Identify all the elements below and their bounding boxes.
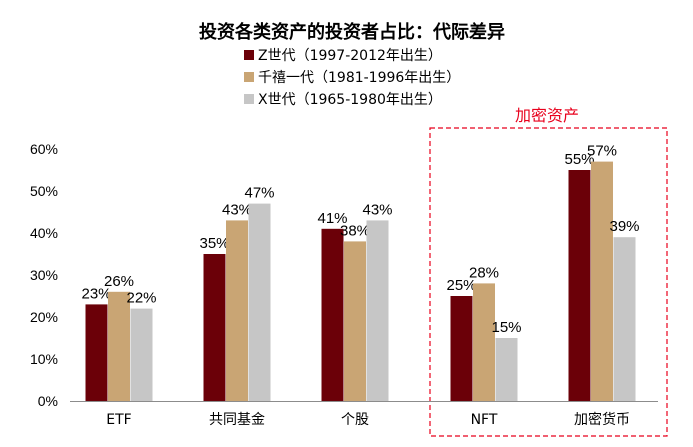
- bar-0-2: [321, 228, 344, 401]
- legend-swatch-2: [244, 94, 254, 104]
- y-tick-label: 10%: [30, 351, 58, 367]
- bar-0-0: [85, 304, 108, 401]
- data-label-2-1: 47%: [244, 185, 274, 202]
- data-label-0-1: 35%: [199, 235, 229, 252]
- data-label-1-1: 43%: [222, 201, 252, 218]
- chart-title: 投资各类资产的投资者占比：代际差异: [199, 21, 505, 43]
- x-tick-label: ETF: [106, 412, 131, 428]
- highlight-box: 加密资产: [429, 106, 668, 437]
- data-label-1-3: 28%: [469, 264, 499, 281]
- highlight-label: 加密资产: [515, 106, 579, 125]
- bar-0-1: [203, 254, 226, 401]
- y-tick-label: 20%: [30, 309, 58, 325]
- bar-1-4: [591, 161, 613, 401]
- bar-1-0: [108, 291, 130, 401]
- x-tick-label: 个股: [341, 412, 369, 428]
- bar-2-3: [495, 338, 518, 401]
- legend-label-0: Z世代（1997-2012年出生）: [258, 48, 442, 64]
- y-tick-label: 50%: [30, 183, 58, 199]
- bar-2-2: [366, 220, 389, 401]
- x-tick-label: 加密货币: [574, 411, 630, 428]
- legend-label-1: 千禧一代（1981-1996年出生）: [258, 70, 460, 86]
- y-tick-label: 40%: [30, 225, 58, 241]
- data-label-2-4: 39%: [609, 218, 639, 235]
- data-label-1-4: 57%: [587, 143, 617, 160]
- x-tick-label: 共同基金: [209, 411, 265, 428]
- y-axis: 0% 10% 20% 30% 40% 50% 60%: [30, 141, 58, 409]
- bar-2-4: [613, 237, 636, 401]
- bar-2-1: [248, 203, 271, 401]
- legend-swatch-1: [244, 72, 254, 82]
- y-tick-label: 60%: [30, 141, 58, 157]
- data-label-0-2: 41%: [317, 210, 347, 227]
- data-label-2-2: 43%: [362, 201, 392, 218]
- bar-1-2: [344, 241, 366, 401]
- y-tick-label: 0%: [38, 393, 58, 409]
- bar-1-3: [473, 283, 495, 401]
- data-label-2-3: 15%: [491, 319, 521, 336]
- data-label-0-3: 25%: [446, 277, 476, 294]
- x-tick-label: NFT: [471, 412, 498, 428]
- data-label-1-2: 38%: [340, 222, 370, 239]
- bar-0-3: [450, 296, 473, 401]
- bars: 23%35%41%25%55%26%43%38%28%57%22%47%43%1…: [81, 143, 640, 401]
- bar-2-0: [130, 308, 153, 401]
- data-label-0-0: 23%: [81, 285, 111, 302]
- bar-0-4: [568, 170, 591, 401]
- legend-label-2: X世代（1965-1980年出生）: [258, 92, 442, 108]
- x-axis: ETF 共同基金 个股 NFT 加密货币: [70, 401, 658, 428]
- y-tick-label: 30%: [30, 267, 58, 283]
- bar-1-1: [226, 220, 248, 401]
- legend-swatch-0: [244, 50, 254, 60]
- data-label-0-4: 55%: [564, 151, 594, 168]
- highlight-dashed-box: [429, 127, 668, 437]
- data-label-2-0: 22%: [126, 290, 156, 307]
- legend: Z世代（1997-2012年出生） 千禧一代（1981-1996年出生） X世代（1…: [244, 48, 460, 108]
- data-label-1-0: 26%: [104, 273, 134, 290]
